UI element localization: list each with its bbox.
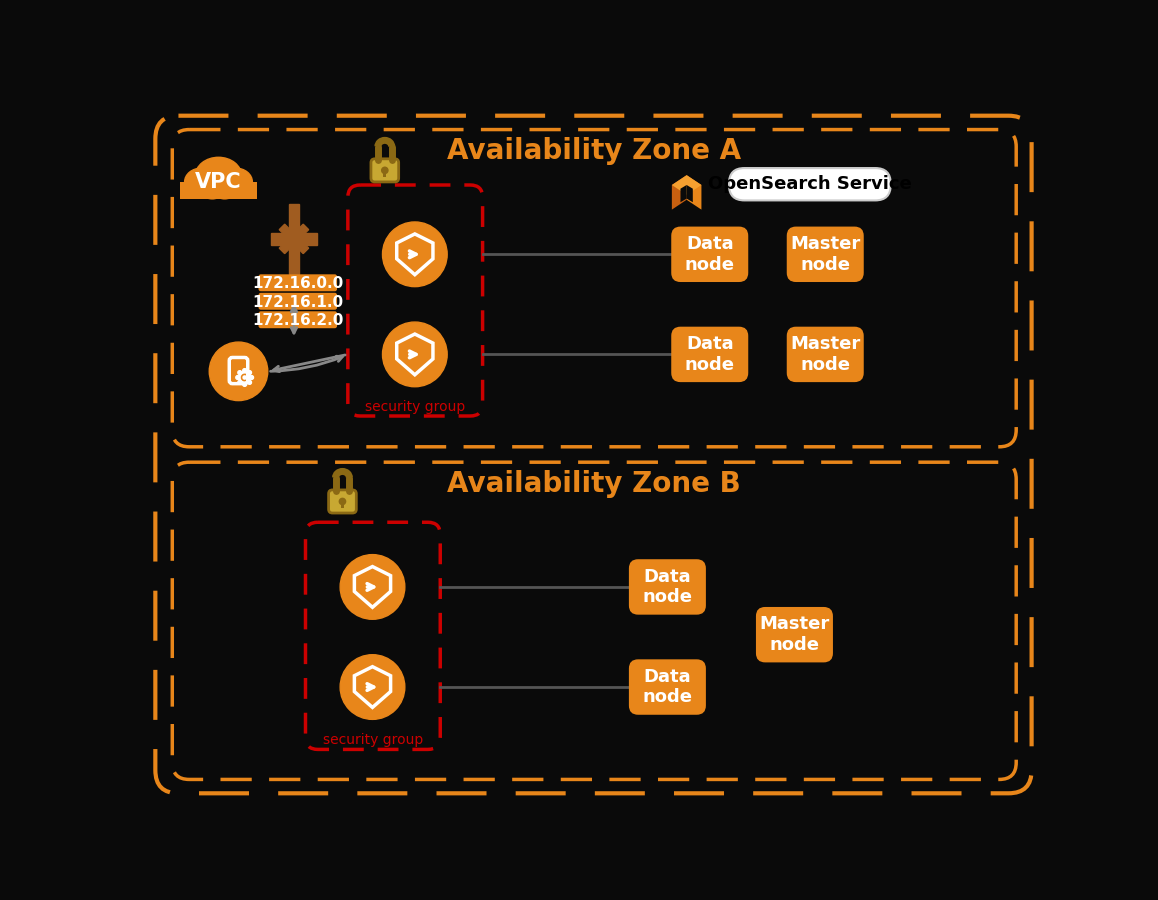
FancyBboxPatch shape (383, 170, 387, 176)
Ellipse shape (211, 175, 239, 199)
Circle shape (382, 222, 447, 286)
Polygon shape (279, 224, 309, 254)
FancyBboxPatch shape (730, 168, 891, 201)
Text: Data
node: Data node (684, 335, 734, 374)
Text: Data
node: Data node (643, 568, 692, 607)
FancyBboxPatch shape (329, 490, 357, 513)
Polygon shape (687, 176, 702, 210)
Circle shape (237, 381, 242, 384)
Ellipse shape (219, 168, 252, 196)
Text: 172.16.2.0: 172.16.2.0 (252, 313, 344, 328)
Circle shape (340, 554, 405, 619)
Text: 172.16.0.0: 172.16.0.0 (252, 276, 344, 291)
Ellipse shape (196, 158, 242, 194)
Text: security group: security group (365, 400, 466, 414)
Circle shape (250, 375, 254, 380)
Text: Availability Zone A: Availability Zone A (447, 137, 741, 165)
Circle shape (243, 382, 247, 386)
Text: VPC: VPC (196, 172, 242, 192)
Text: Master
node: Master node (760, 616, 829, 654)
Circle shape (381, 166, 389, 175)
FancyBboxPatch shape (258, 311, 337, 328)
FancyBboxPatch shape (179, 182, 257, 199)
FancyBboxPatch shape (258, 292, 337, 310)
Text: Master
node: Master node (790, 335, 860, 374)
Circle shape (248, 371, 251, 374)
FancyBboxPatch shape (629, 660, 706, 715)
Text: OpenSearch Service: OpenSearch Service (708, 176, 911, 194)
Polygon shape (672, 176, 687, 210)
Ellipse shape (198, 175, 226, 199)
Circle shape (248, 381, 251, 384)
Polygon shape (687, 185, 692, 202)
Text: 172.16.1.0: 172.16.1.0 (252, 294, 344, 310)
FancyBboxPatch shape (258, 274, 337, 292)
FancyBboxPatch shape (629, 559, 706, 615)
Polygon shape (672, 176, 702, 195)
Polygon shape (681, 185, 687, 202)
Circle shape (340, 654, 405, 719)
FancyBboxPatch shape (672, 227, 748, 282)
Circle shape (242, 375, 247, 380)
FancyBboxPatch shape (340, 501, 344, 508)
Circle shape (210, 342, 267, 400)
Text: security group: security group (323, 734, 423, 747)
FancyBboxPatch shape (672, 327, 748, 382)
Circle shape (236, 375, 240, 380)
Ellipse shape (184, 168, 219, 196)
Circle shape (243, 369, 247, 373)
Text: Data
node: Data node (684, 235, 734, 274)
Circle shape (382, 322, 447, 387)
FancyBboxPatch shape (786, 327, 864, 382)
FancyBboxPatch shape (756, 607, 833, 662)
Polygon shape (279, 224, 309, 254)
Text: Data
node: Data node (643, 668, 692, 706)
Polygon shape (288, 204, 299, 274)
Circle shape (338, 498, 346, 505)
Text: Availability Zone B: Availability Zone B (447, 470, 741, 498)
Polygon shape (271, 233, 317, 245)
FancyBboxPatch shape (786, 227, 864, 282)
Circle shape (237, 371, 242, 374)
Text: Master
node: Master node (790, 235, 860, 274)
FancyBboxPatch shape (371, 158, 398, 182)
